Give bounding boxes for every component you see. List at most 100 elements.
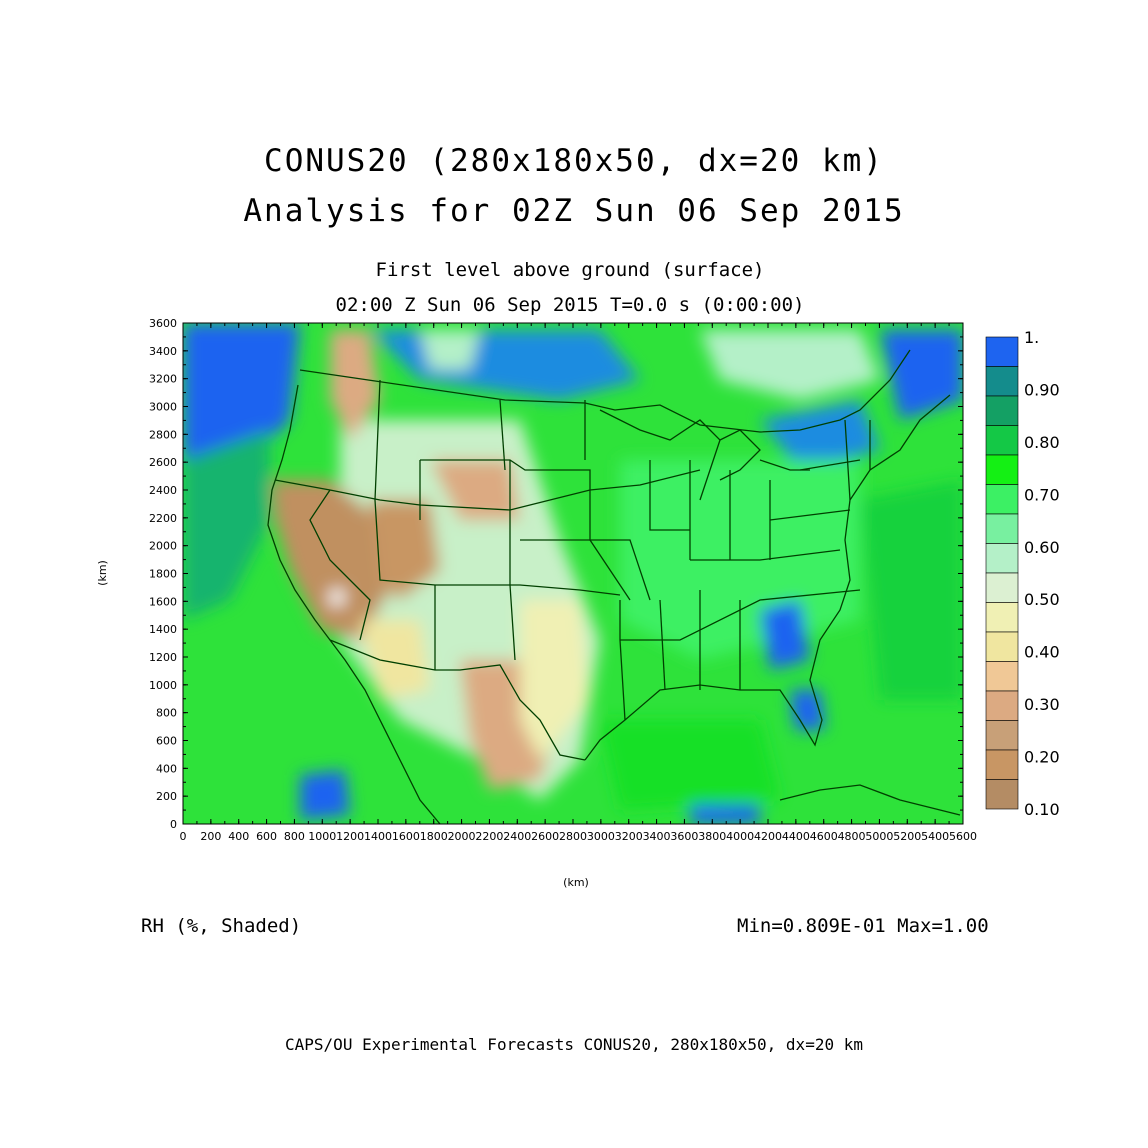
- footer-credit: CAPS/OU Experimental Forecasts CONUS20, …: [285, 1035, 863, 1054]
- y-tick-label: 3600: [149, 317, 177, 330]
- y-tick-label: 2600: [149, 456, 177, 469]
- colorbar-swatch: [985, 572, 1019, 603]
- colorbar-swatch: [985, 395, 1019, 426]
- x-tick-label: 4800: [838, 830, 866, 843]
- x-tick-label: 3200: [615, 830, 643, 843]
- x-tick-label: 4600: [810, 830, 838, 843]
- boundaries: [267, 349, 961, 824]
- x-tick-label: 4200: [754, 830, 782, 843]
- nevada-dry: [272, 480, 390, 640]
- x-tick-label: 4000: [726, 830, 754, 843]
- colorbar-swatch: [985, 690, 1019, 721]
- axes: 0 200 400 600 800 1000 1200 1400 1600 1800 2000 220…: [149, 317, 977, 843]
- great-lakes: [599, 409, 810, 501]
- colorbar-label: 0.50: [1024, 590, 1060, 609]
- x-tick-label: 5400: [921, 830, 949, 843]
- y-tick-label: 200: [156, 790, 177, 803]
- x-tick-label: 600: [256, 830, 277, 843]
- west-coast: [267, 384, 441, 824]
- pacific-northwest-teal: [183, 430, 270, 620]
- colorbar-label: 0.20: [1024, 748, 1060, 767]
- x-tick-label: 3800: [698, 830, 726, 843]
- gulf: [600, 720, 780, 810]
- x-tick-label: 400: [228, 830, 249, 843]
- level-subtitle: First level above ground (surface): [375, 259, 765, 281]
- colorbar-label: 0.80: [1024, 433, 1060, 452]
- title-line-2: Analysis for 02Z Sun 06 Sep 2015: [243, 193, 905, 229]
- colorbar-label: 0.70: [1024, 485, 1060, 504]
- x-tick-label: 2000: [448, 830, 476, 843]
- min-max-label: Min=0.809E-01 Max=1.00: [737, 915, 989, 937]
- y-tick-label: 400: [156, 762, 177, 775]
- x-tick-label: 3400: [643, 830, 671, 843]
- canada-border: [299, 349, 911, 433]
- y-tick-label: 2400: [149, 484, 177, 497]
- x-tick-label: 5600: [949, 830, 977, 843]
- y-tick-label: 1000: [149, 679, 177, 692]
- y-axis-label: (km): [96, 560, 109, 586]
- x-tick-label: 800: [284, 830, 305, 843]
- atlantic: [860, 480, 963, 700]
- wyoming-dry: [430, 460, 520, 520]
- y-tick-label: 0: [170, 818, 177, 831]
- x-tick-label: 3000: [587, 830, 615, 843]
- y-tick-label: 3000: [149, 401, 177, 414]
- x-tick-label: 2200: [475, 830, 503, 843]
- time-subtitle: 02:00 Z Sun 06 Sep 2015 T=0.0 s (0:00:00…: [335, 294, 805, 316]
- x-tick-label: 200: [200, 830, 221, 843]
- colorbar: 1. 0.90 0.80 0.70 0.60 0.50 0.40 0.30 0.20 0.10: [985, 328, 1060, 819]
- y-tick-label: 1800: [149, 568, 177, 581]
- y-tick-label: 1400: [149, 623, 177, 636]
- x-tick-label: 1000: [308, 830, 336, 843]
- colorbar-swatch: [985, 484, 1019, 515]
- x-tick-label: 2400: [503, 830, 531, 843]
- colorbar-label: 0.30: [1024, 695, 1060, 714]
- y-tick-label: 2800: [149, 428, 177, 441]
- title-line-1: CONUS20 (280x180x50, dx=20 km): [264, 143, 884, 179]
- colorbar-swatch: [985, 661, 1019, 692]
- mexico-border: [329, 639, 586, 761]
- cuba: [779, 784, 961, 816]
- pacific-ocean-sw: [300, 770, 350, 820]
- colorbar-label: 0.60: [1024, 538, 1060, 557]
- y-tick-label: 600: [156, 735, 177, 748]
- colorbar-swatch: [985, 543, 1019, 574]
- colorbar-swatch: [985, 366, 1019, 397]
- x-tick-label: 3600: [670, 830, 698, 843]
- x-tick-label: 1400: [364, 830, 392, 843]
- x-tick-label: 1200: [336, 830, 364, 843]
- colorbar-label: 0.90: [1024, 380, 1060, 399]
- colorbar-label: 0.10: [1024, 800, 1060, 819]
- gulf-coast: [584, 394, 951, 761]
- colorbar-swatch: [985, 720, 1019, 751]
- x-axis-label: (km): [563, 876, 589, 889]
- x-tick-label: 4400: [782, 830, 810, 843]
- colorbar-swatch: [985, 779, 1019, 810]
- colorbar-swatch: [985, 749, 1019, 780]
- y-tick-label: 2000: [149, 540, 177, 553]
- y-tick-label: 3200: [149, 373, 177, 386]
- x-tick-label: 1800: [420, 830, 448, 843]
- arizona-dry: [360, 620, 430, 700]
- y-tick-label: 2200: [149, 512, 177, 525]
- utah-dry: [370, 500, 440, 600]
- y-tick-label: 1600: [149, 595, 177, 608]
- x-tick-label: 0: [180, 830, 187, 843]
- colorbar-label: 1.: [1024, 328, 1039, 347]
- colorbar-swatch: [985, 602, 1019, 633]
- x-tick-label: 5000: [865, 830, 893, 843]
- y-tick-label: 800: [156, 707, 177, 720]
- colorbar-swatch: [985, 425, 1019, 456]
- x-tick-label: 1600: [392, 830, 420, 843]
- x-tick-label: 5200: [893, 830, 921, 843]
- y-tick-label: 1200: [149, 651, 177, 664]
- pacific-ocean-nw: [183, 323, 300, 480]
- colorbar-label: 0.40: [1024, 643, 1060, 662]
- rh-field: [183, 323, 963, 824]
- colorbar-swatch: [985, 336, 1019, 367]
- colorbar-swatch: [985, 631, 1019, 662]
- colorbar-swatch: [985, 513, 1019, 544]
- colorbar-swatch: [985, 454, 1019, 485]
- x-tick-label: 2800: [559, 830, 587, 843]
